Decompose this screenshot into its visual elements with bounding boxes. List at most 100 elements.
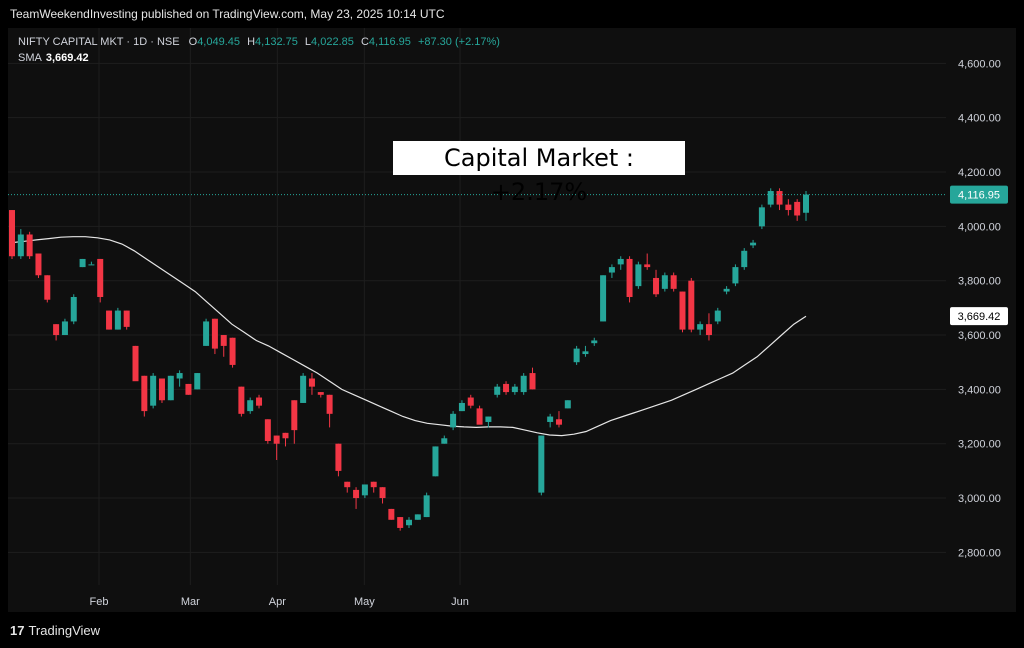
candle-body — [414, 514, 421, 520]
candle — [653, 269, 660, 297]
candle — [97, 258, 104, 303]
candle — [256, 394, 263, 409]
candle — [767, 188, 774, 208]
candle-body — [176, 373, 183, 379]
candle — [617, 256, 624, 270]
candle — [17, 229, 24, 259]
x-tick-label: Feb — [90, 596, 109, 608]
candle — [688, 277, 695, 333]
candle — [591, 337, 598, 346]
candle — [705, 313, 712, 341]
symbol-name: NIFTY CAPITAL MKT · 1D · NSE — [18, 36, 180, 48]
candle-body — [441, 438, 448, 444]
candle — [247, 397, 254, 414]
y-tick-label: 3,600.00 — [958, 330, 1001, 342]
candle-body — [458, 402, 465, 412]
candle — [150, 373, 157, 409]
candle-body — [150, 375, 157, 406]
candle — [750, 239, 757, 249]
candle — [79, 258, 86, 268]
candles — [9, 188, 809, 531]
candle-body — [600, 275, 607, 322]
candle — [300, 373, 307, 403]
high-value: 4,132.75 — [255, 36, 298, 48]
sma-price-badge — [950, 307, 1008, 326]
candle — [732, 264, 739, 287]
candle — [176, 370, 183, 387]
open-value: 4,049.45 — [197, 36, 241, 48]
candle — [635, 261, 642, 289]
sma-line — [11, 236, 807, 437]
candle — [538, 435, 545, 496]
candle-body — [644, 264, 651, 268]
candle — [467, 394, 474, 409]
candle — [106, 310, 113, 330]
candle — [61, 318, 68, 336]
candle-body — [741, 250, 748, 268]
candle — [432, 446, 439, 477]
candle-body — [653, 277, 660, 295]
candle — [573, 345, 580, 365]
candle-body — [564, 400, 571, 409]
close-label: C — [360, 36, 369, 48]
candle-body — [53, 324, 60, 336]
candle — [397, 517, 404, 531]
candle — [88, 261, 95, 266]
candle — [644, 253, 651, 270]
low-value: 4,022.85 — [311, 36, 354, 48]
candle-body — [803, 194, 809, 213]
grid-lines — [8, 28, 946, 585]
y-tick-label: 3,800.00 — [958, 276, 1001, 288]
candle — [70, 294, 77, 325]
candle-body — [317, 392, 324, 395]
candle-body — [17, 234, 24, 257]
y-tick-label: 4,000.00 — [958, 221, 1001, 233]
candle — [776, 188, 783, 211]
candle-body — [723, 288, 730, 292]
candle-body — [767, 191, 774, 205]
candle — [476, 405, 483, 425]
candle — [379, 487, 386, 504]
y-tick-label: 4,600.00 — [958, 58, 1001, 70]
y-tick-label: 3,400.00 — [958, 384, 1001, 396]
chart-pane[interactable] — [8, 28, 1016, 612]
candle — [26, 231, 33, 259]
candle — [458, 400, 465, 412]
candle — [626, 256, 633, 303]
candle-body — [282, 432, 289, 439]
candle — [697, 321, 704, 336]
x-tick-label: Apr — [269, 596, 286, 608]
candle-body — [132, 345, 139, 382]
candle — [555, 411, 562, 428]
candle — [679, 291, 686, 333]
candle-body — [44, 275, 51, 300]
price-markers: 4,116.95 3,669.42 — [8, 185, 1008, 326]
sma-label: SMA — [18, 52, 42, 64]
candle — [520, 373, 527, 395]
candle-body — [503, 383, 510, 393]
candle — [450, 411, 457, 431]
last-price-badge — [950, 185, 1008, 204]
candle-body — [335, 443, 342, 471]
candle-body — [211, 318, 218, 349]
x-tick-label: May — [354, 596, 375, 608]
candle-body — [758, 207, 765, 227]
candle-body — [300, 375, 307, 403]
candle-body — [608, 267, 615, 273]
candle-body — [326, 394, 333, 414]
candle — [608, 264, 615, 278]
candle-body — [520, 375, 527, 393]
candle — [264, 419, 271, 444]
annotation-box[interactable]: Capital Market : +2.17% — [393, 141, 685, 206]
candle — [291, 400, 298, 444]
candle — [803, 191, 809, 221]
candle-body — [167, 375, 174, 401]
candle-body — [679, 291, 686, 330]
candle — [344, 481, 351, 493]
high-label: H — [247, 36, 256, 48]
candle — [229, 337, 236, 368]
y-tick-label: 4,400.00 — [958, 113, 1001, 125]
candle-body — [308, 378, 315, 387]
tradingview-logo[interactable]: 17 TradingView — [10, 623, 100, 638]
